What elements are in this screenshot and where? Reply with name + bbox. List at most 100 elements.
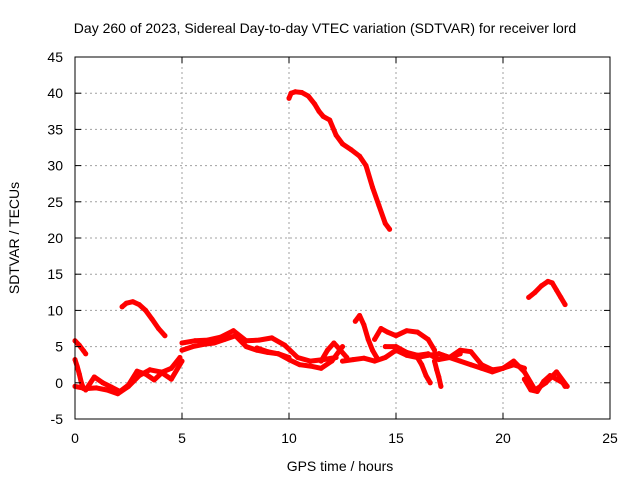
y-tick-label: -5 (51, 411, 64, 427)
series-line (414, 355, 433, 386)
data-point (162, 333, 168, 339)
data-point (541, 378, 547, 384)
data-point (100, 380, 106, 386)
data-point (500, 365, 506, 371)
data-point (404, 328, 410, 334)
x-tick-label: 20 (495, 430, 511, 446)
data-point (436, 351, 442, 357)
data-point (562, 383, 568, 389)
data-point (331, 340, 337, 346)
data-point (382, 221, 388, 226)
data-point (521, 369, 527, 375)
data-point (387, 226, 393, 232)
data-point (534, 389, 540, 394)
data-point (91, 374, 97, 380)
data-point (404, 349, 410, 355)
data-point (295, 355, 301, 360)
data-point (468, 349, 474, 355)
data-point (376, 202, 382, 208)
data-point (554, 287, 559, 293)
data-point (560, 380, 566, 386)
series-arc-drop-a (414, 355, 433, 386)
data-point (350, 357, 356, 363)
data-point (190, 344, 196, 350)
x-axis-title: GPS time / hours (287, 458, 394, 474)
data-point (348, 147, 354, 153)
data-point (130, 299, 136, 305)
data-point (357, 313, 363, 318)
data-point (117, 389, 123, 394)
data-point (414, 355, 420, 360)
chart-title: Day 260 of 2023, Sidereal Day-to-day VTE… (74, 20, 576, 36)
data-point (320, 113, 326, 119)
data-point (327, 117, 333, 123)
series-line (432, 358, 444, 389)
data-point (521, 376, 527, 382)
data-point (378, 326, 384, 331)
series-arc-late-bump (526, 278, 568, 308)
data-point (393, 333, 399, 339)
data-point (149, 316, 155, 322)
data-point (382, 344, 388, 350)
data-point (447, 355, 452, 360)
data-point (76, 371, 82, 377)
data-point (372, 336, 378, 342)
data-point (357, 153, 363, 159)
data-point (337, 347, 343, 353)
data-point (333, 132, 339, 138)
data-point (288, 90, 294, 96)
data-point (177, 355, 183, 360)
data-point (256, 337, 262, 343)
data-point (329, 358, 335, 364)
series-arc-center-upper (372, 326, 437, 353)
x-tick-label: 15 (388, 430, 404, 446)
data-point (528, 387, 534, 393)
y-tick-label: 35 (47, 121, 63, 137)
data-point (562, 302, 568, 308)
data-point (74, 363, 80, 369)
data-point (243, 338, 249, 344)
data-point (425, 336, 431, 342)
ticks: 0 5 10 15 20 25 -5 0 5 10 15 20 25 30 35 40 45 (47, 49, 618, 446)
data-point (438, 383, 444, 389)
data-point (286, 357, 292, 363)
data-point (554, 376, 559, 382)
series-arc-early-bump (119, 299, 168, 339)
data-point (108, 384, 114, 390)
data-point (254, 345, 260, 351)
data-point (468, 362, 474, 368)
data-point (370, 347, 375, 353)
data-point (211, 340, 217, 346)
data-point (384, 329, 390, 335)
data-point (432, 358, 437, 364)
data-point (432, 347, 437, 353)
data-point (374, 355, 380, 360)
data-point (83, 351, 89, 357)
data-point (143, 371, 149, 377)
data-point (230, 328, 236, 334)
data-point (316, 108, 322, 114)
series-layer (72, 89, 570, 397)
data-point (340, 141, 345, 147)
data-point (83, 387, 89, 393)
x-tick-label: 5 (178, 430, 186, 446)
data-point (545, 278, 551, 284)
data-point (312, 101, 318, 107)
data-point (305, 93, 311, 99)
x-tick-label: 0 (71, 430, 79, 446)
data-point (104, 387, 110, 393)
data-point (265, 349, 271, 355)
x-tick-label: 10 (281, 430, 297, 446)
data-point (479, 365, 485, 371)
data-point (434, 367, 440, 373)
data-point (427, 380, 433, 386)
data-point (123, 300, 129, 306)
y-axis-title: SDTVAR / TECUs (6, 182, 22, 294)
data-point (423, 373, 429, 379)
y-tick-label: 45 (47, 49, 63, 65)
data-point (179, 347, 185, 353)
data-point (275, 351, 281, 357)
data-point (286, 95, 292, 101)
data-point (269, 335, 275, 341)
